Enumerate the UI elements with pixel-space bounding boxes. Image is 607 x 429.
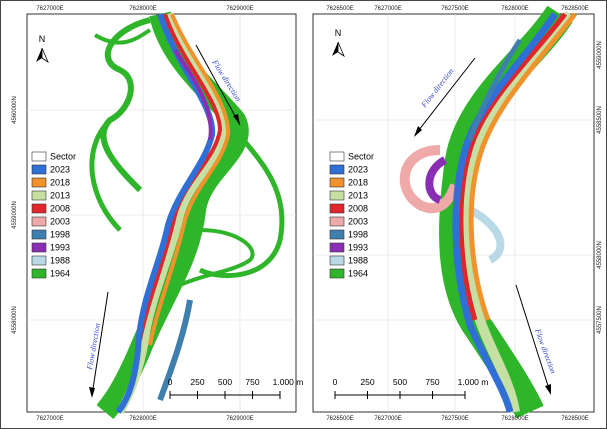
x-coord-label: 7628000E (501, 6, 528, 12)
legend-label: 2003 (348, 216, 368, 226)
legend-label: 2008 (50, 203, 70, 213)
legend-label: 2023 (50, 164, 70, 174)
scale-label: 1.000 m (458, 377, 489, 387)
scale-label: 0 (333, 377, 338, 387)
legend: Sector 2023 2018 2013 2008 2003 1998 1993 1988 19… (329, 151, 374, 279)
arrow-head (414, 126, 422, 137)
legend-swatch (31, 216, 47, 227)
arrow-head (545, 384, 551, 395)
arrow-head (233, 114, 240, 125)
left-map: N Flow direction Flow direction Sector20… (26, 11, 304, 420)
scale-bar: 0 250 500 750 1.000 m (168, 377, 304, 399)
legend-label: 2013 (348, 190, 368, 200)
north-label: N (39, 34, 46, 44)
x-coord-label: 7626500E (326, 6, 353, 12)
right-map: N Flow direction Flow direction Sector20… (312, 5, 595, 419)
y-coord-label: 4559000N (597, 41, 603, 69)
x-coord-label: 7626500E (326, 416, 353, 422)
legend-label: 2008 (348, 203, 368, 213)
legend-label: Sector (348, 151, 374, 161)
legend-label: 2023 (348, 164, 368, 174)
x-coord-label: 7627000E (36, 416, 63, 422)
legend-label: 1964 (50, 268, 70, 278)
x-coord-label: 7628000E (129, 6, 156, 12)
legend-swatch (31, 164, 47, 175)
scale-label: 750 (425, 377, 439, 387)
legend-swatch (329, 203, 345, 214)
legend-swatch (329, 177, 345, 188)
x-coord-label: 7627500E (441, 416, 468, 422)
legend-label: Sector (50, 151, 76, 161)
legend-swatch (31, 177, 47, 188)
y-coord-label: 4560000N (12, 96, 18, 124)
y-coord-label: 4558000N (597, 241, 603, 269)
x-coord-label: 7627000E (374, 416, 401, 422)
legend-swatch (329, 190, 345, 201)
scale-label: 1.000 m (273, 377, 304, 387)
legend-label: 1993 (50, 242, 70, 252)
flow-arrow (91, 291, 109, 396)
legend-swatch (329, 268, 345, 279)
legend-label: 2003 (50, 216, 70, 226)
legend-swatch (329, 255, 345, 266)
legend: Sector 2023 2018 2013 2008 2003 1998 1993 1988 19… (31, 151, 76, 279)
legend-label: 2013 (50, 190, 70, 200)
legend-label: 1998 (348, 229, 368, 239)
legend-swatch (31, 229, 47, 240)
legend-label: 1998 (50, 229, 70, 239)
river-channels (115, 12, 231, 415)
x-coord-label: 7627000E (374, 6, 401, 12)
legend-swatch (31, 190, 47, 201)
x-coord-label: 7628000E (501, 416, 528, 422)
scale-label: 500 (218, 377, 232, 387)
y-coord-label: 4558000N (12, 306, 18, 334)
legend-label: 1993 (348, 242, 368, 252)
legend-swatch (31, 203, 47, 214)
flow-arrow (515, 284, 551, 393)
panel-frame (26, 13, 297, 413)
north-label: N (335, 28, 342, 38)
river-channels (399, 10, 577, 413)
scale-label: 750 (245, 377, 259, 387)
scale-label: 0 (168, 377, 173, 387)
flow-arrow (414, 57, 476, 136)
x-coord-label: 7628000E (129, 416, 156, 422)
scale-bar: 0 250 500 750 1.000 m (333, 377, 489, 399)
legend-label: 1964 (348, 268, 368, 278)
flow-arrow (195, 44, 241, 126)
legend-swatch (329, 229, 345, 240)
legend-label: 1988 (348, 255, 368, 265)
x-coord-label: 7628500E (561, 416, 588, 422)
legend-label: 2018 (348, 177, 368, 187)
x-coord-label: 7627500E (441, 6, 468, 12)
legend-label: 1988 (50, 255, 70, 265)
x-coord-label: 7628500E (561, 6, 588, 12)
legend-label: 2018 (50, 177, 70, 187)
legend-swatch (329, 151, 345, 162)
y-coord-label: 4557500N (597, 306, 603, 334)
coordinate-labels: 7627000E 7628000E 7629000E 7627000E 7628000E… (12, 6, 603, 422)
north-arrow: N (36, 34, 49, 64)
y-coord-label: 4559000N (12, 201, 18, 229)
scale-label: 500 (393, 377, 407, 387)
legend-swatch (329, 216, 345, 227)
x-coord-label: 7629000E (226, 6, 253, 12)
legend-swatch (329, 242, 345, 253)
north-arrow: N (332, 28, 345, 58)
legend-swatch (31, 268, 47, 279)
scale-label: 250 (190, 377, 204, 387)
legend-swatch (31, 255, 47, 266)
x-coord-label: 7627000E (36, 6, 63, 12)
arrow-head (89, 387, 95, 398)
x-coord-label: 7629000E (226, 416, 253, 422)
y-coord-label: 4558500N (597, 106, 603, 134)
legend-swatch (31, 151, 47, 162)
legend-swatch (31, 242, 47, 253)
legend-swatch (329, 164, 345, 175)
scale-label: 250 (360, 377, 374, 387)
